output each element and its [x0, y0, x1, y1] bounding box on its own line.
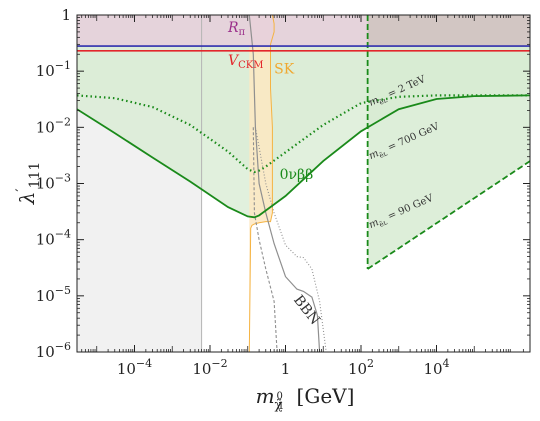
x-tick-label: 104 — [423, 357, 449, 378]
r-pi-overlap-region — [367, 15, 530, 47]
y-axis-title: λ′111 — [14, 162, 43, 206]
x-tick-label: 10−4 — [117, 357, 152, 378]
x-tick-label: 10−2 — [192, 357, 227, 378]
label-sk: SK — [274, 62, 295, 78]
onbb-90-line — [367, 160, 530, 270]
x-tick-label: 102 — [348, 357, 374, 378]
onbb-90-region — [367, 15, 530, 270]
x-tick-label: 1 — [281, 360, 291, 378]
y-tick-label: 10−1 — [36, 59, 71, 80]
label-v-ckm: VCKM — [228, 53, 264, 71]
sk-boundary-line — [248, 15, 275, 352]
sk-region — [249, 15, 275, 352]
label-r-pi: Rπ — [227, 20, 246, 38]
bbn-dashed-line — [252, 127, 278, 352]
y-tick-label: 10−5 — [36, 284, 71, 305]
x-axis-title: mχ̃0 1 [GeV] — [256, 384, 355, 413]
y-tick-label: 1 — [61, 6, 71, 24]
plot-area — [77, 15, 530, 352]
bbn-solid-line — [248, 15, 321, 352]
label-onbb: 0νββ — [280, 167, 314, 183]
y-tick-label: 10−3 — [36, 172, 71, 193]
y-tick-label: 10−4 — [36, 228, 71, 249]
axis-ticks: 10−4 10−2 1 102 104 1 10−1 10−2 10−3 10−4 10−5 10−6 — [36, 6, 531, 378]
onbb-2tev-line — [77, 94, 530, 174]
y-tick-label: 10−2 — [36, 115, 71, 136]
bbn-dotted-line — [254, 127, 327, 352]
onbb-700-line — [77, 94, 530, 219]
y-tick-label: 10−6 — [36, 340, 71, 361]
